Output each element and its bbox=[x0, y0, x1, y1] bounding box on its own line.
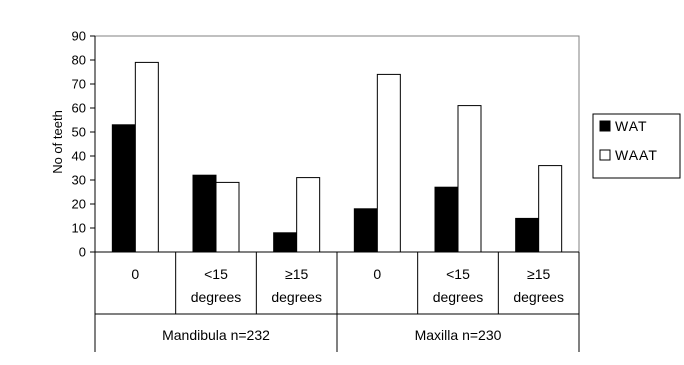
y-tick-label: 90 bbox=[72, 29, 86, 44]
bar-wat-3 bbox=[353, 208, 378, 253]
bar-waat-2 bbox=[296, 177, 321, 253]
category-label: 0 bbox=[373, 266, 381, 282]
legend: WAT WAAT bbox=[592, 113, 681, 179]
plot-frame bbox=[94, 35, 580, 253]
y-tick-label: 80 bbox=[72, 53, 86, 68]
category-labels: 0 <15 degrees ≥15 degrees 0 <15 degrees ≥15 degre… bbox=[94, 252, 580, 352]
bar-wat-0 bbox=[111, 124, 136, 253]
plot-border bbox=[94, 35, 580, 253]
y-tick-label: 30 bbox=[72, 173, 86, 188]
legend-label: WAT bbox=[615, 118, 648, 134]
bar-waat-5 bbox=[538, 165, 563, 253]
y-tick-label: 70 bbox=[72, 77, 86, 92]
legend-label: WAAT bbox=[615, 147, 658, 163]
category-label: ≥15 bbox=[527, 266, 550, 282]
y-tick-label: 60 bbox=[72, 101, 86, 116]
category-label: degrees bbox=[271, 289, 322, 305]
bar-wat-4 bbox=[434, 186, 459, 253]
bar-waat-0 bbox=[134, 61, 159, 253]
category-label: ≥15 bbox=[285, 266, 308, 282]
bar-wat-1 bbox=[192, 174, 217, 253]
legend-swatch bbox=[599, 120, 611, 132]
category-label: <15 bbox=[204, 266, 228, 282]
y-tick-label: 50 bbox=[72, 125, 86, 140]
bar-waat-3 bbox=[376, 73, 401, 253]
category-label: degrees bbox=[433, 289, 484, 305]
bar-waat-1 bbox=[215, 181, 240, 253]
bars bbox=[111, 61, 563, 253]
category-label: degrees bbox=[513, 289, 564, 305]
y-axis: 0 10 20 30 40 50 60 70 80 90 bbox=[72, 29, 95, 260]
category-label: 0 bbox=[131, 266, 139, 282]
bar-wat-5 bbox=[515, 217, 540, 253]
y-tick-label: 0 bbox=[79, 245, 86, 260]
category-label: degrees bbox=[191, 289, 242, 305]
group-label: Maxilla n=230 bbox=[415, 327, 502, 343]
y-tick-label: 10 bbox=[72, 221, 86, 236]
bar-wat-2 bbox=[273, 232, 298, 253]
y-axis-label: No of teeth bbox=[50, 110, 65, 174]
bar-waat-4 bbox=[457, 105, 482, 253]
group-labels: Mandibula n=232 Maxilla n=230 bbox=[162, 327, 502, 343]
y-tick-label: 40 bbox=[72, 149, 86, 164]
category-label: <15 bbox=[446, 266, 470, 282]
legend-box bbox=[592, 113, 681, 179]
legend-swatch bbox=[599, 149, 611, 161]
y-tick-label: 20 bbox=[72, 197, 86, 212]
group-label: Mandibula n=232 bbox=[162, 327, 270, 343]
